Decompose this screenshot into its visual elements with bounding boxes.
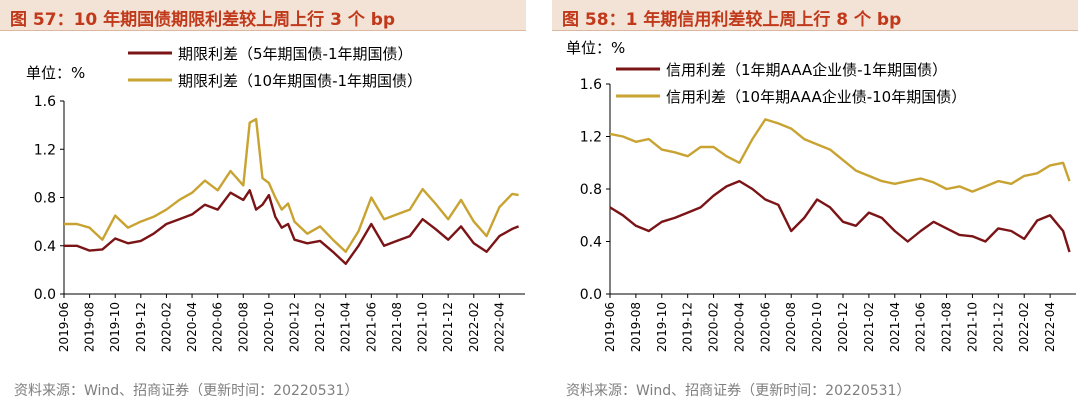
x-tick-label: 2022-04 [492,302,506,352]
x-tick-label: 2021-06 [914,302,928,352]
right-chart-source: 资料来源：Wind、招商证券（更新时间：20220531） [566,383,911,399]
x-tick-label: 2019-06 [57,302,71,352]
x-tick-label: 2020-12 [288,302,302,352]
y-tick-label: 0.0 [34,287,56,303]
y-tick-label: 1.6 [580,77,602,93]
legend-label: 信用利差（1年期AAA企业债-1年期国债） [666,61,947,79]
x-tick-label: 2021-04 [888,302,902,352]
x-tick-label: 2021-04 [339,302,353,352]
x-tick-label: 2019-08 [83,302,97,352]
right-chart-title-bar: 图 58：1 年期信用利差较上周上行 8 个 bp [552,0,1078,31]
x-tick-label: 2019-08 [629,302,643,352]
x-tick-label: 2019-12 [681,302,695,352]
x-tick-label: 2021-08 [390,302,404,352]
x-tick-label: 2020-12 [836,302,850,352]
y-tick-label: 1.6 [34,94,56,110]
y-tick-label: 0.0 [580,287,602,303]
left-chart-title: 图 57：10 年期国债期限利差较上周上行 3 个 bp [10,10,396,30]
legend-label: 信用利差（10年期AAA企业债-10年期国债） [666,88,966,106]
x-tick-label: 2019-06 [603,302,617,352]
x-tick-label: 2019-10 [655,302,669,352]
x-tick-label: 2022-02 [1017,302,1031,352]
x-tick-label: 2021-08 [940,302,954,352]
unit-label: 单位：% [566,39,625,57]
x-tick-label: 2021-02 [313,302,327,352]
x-tick-label: 2020-02 [159,302,173,352]
x-tick-label: 2019-12 [134,302,148,352]
series-line-gold [64,117,519,253]
y-tick-label: 0.4 [34,239,56,255]
x-tick-label: 2021-10 [965,302,979,352]
left-chart-svg: 0.0 0.4 0.8 1.2 1.6 2019-06 2019-08 2019-10 2019… [26,45,525,352]
x-tick-label: 2020-10 [810,302,824,352]
x-tick-label: 2019-10 [108,302,122,352]
x-tick-label: 2020-04 [732,302,746,352]
right-chart-svg: 0.0 0.4 0.8 1.2 1.6 2019-06 2019-08 2019-10 2019… [566,39,1076,352]
left-chart-panel: 图 57：10 年期国债期限利差较上周上行 3 个 bp 0.0 0.4 0.8 1.… [0,0,526,411]
y-tick-label: 1.2 [34,142,56,158]
series-line-dark-red [609,179,1071,253]
x-tick-label: 2021-10 [416,302,430,352]
x-tick-label: 2020-10 [262,302,276,352]
x-tick-label: 2020-08 [784,302,798,352]
right-chart-title: 图 58：1 年期信用利差较上周上行 8 个 bp [562,10,902,30]
y-tick-label: 0.4 [580,235,602,251]
x-tick-label: 2021-12 [991,302,1005,352]
series-line-gold [609,118,1071,193]
y-tick-label: 0.8 [34,191,56,207]
right-chart-panel: 图 58：1 年期信用利差较上周上行 8 个 bp 0.0 0.4 0.8 1.2 1.… [552,0,1078,411]
left-chart-source: 资料来源：Wind、招商证券（更新时间：20220531） [14,383,359,399]
x-tick-label: 2022-02 [467,302,481,352]
y-tick-label: 1.2 [580,130,602,146]
x-tick-label: 2020-02 [707,302,721,352]
series-line-dark-red [64,189,520,265]
x-tick-label: 2021-06 [364,302,378,352]
x-tick-label: 2021-12 [441,302,455,352]
x-tick-label: 2020-08 [236,302,250,352]
x-tick-label: 2021-02 [862,302,876,352]
x-tick-label: 2020-04 [185,302,199,352]
x-tick-label: 2020-06 [211,302,225,352]
x-tick-label: 2020-06 [758,302,772,352]
unit-label: 单位：% [26,64,85,82]
legend-label: 期限利差（5年期国债-1年期国债） [178,45,413,63]
left-chart-title-bar: 图 57：10 年期国债期限利差较上周上行 3 个 bp [0,0,526,31]
y-tick-label: 0.8 [580,182,602,198]
x-tick-label: 2022-04 [1043,302,1057,352]
legend-label: 期限利差（10年期国债-1年期国债） [178,72,422,90]
